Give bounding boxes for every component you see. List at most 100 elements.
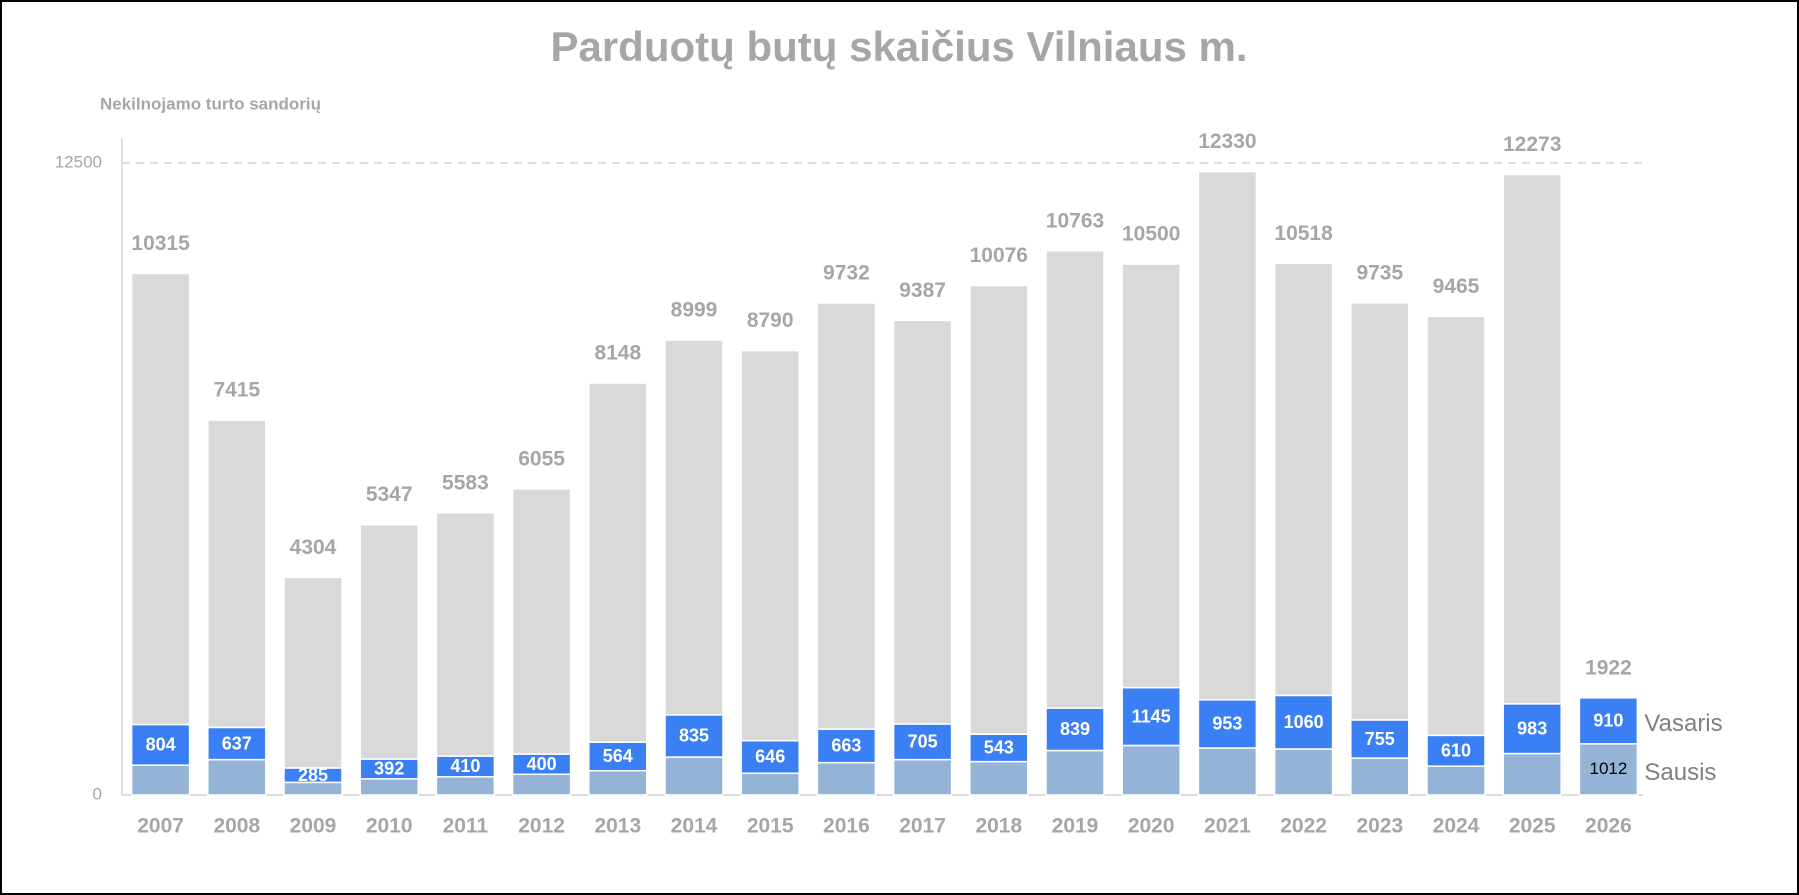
bar-segment <box>283 576 343 769</box>
bar-segment <box>588 382 648 743</box>
x-tick-label: 2016 <box>823 815 870 838</box>
bar-segment <box>1197 170 1258 701</box>
bar-segment <box>207 419 267 729</box>
data-label: 839 <box>1060 719 1090 739</box>
x-tick-label: 2026 <box>1585 815 1632 838</box>
x-tick-label: 2011 <box>443 815 489 838</box>
x-tick-label: 2018 <box>975 815 1022 838</box>
data-label: 285 <box>298 765 328 785</box>
data-label: 804 <box>146 735 176 755</box>
bar-segment <box>969 760 1029 796</box>
y-tick-label: 0 <box>93 784 102 803</box>
total-label: 9465 <box>1433 275 1480 298</box>
data-label: 755 <box>1365 729 1395 749</box>
data-label: 610 <box>1441 741 1471 761</box>
x-tick-label: 2024 <box>1433 815 1480 838</box>
x-tick-label: 2013 <box>594 815 641 838</box>
x-tick-label: 2015 <box>747 815 794 838</box>
data-label: 400 <box>527 754 557 774</box>
data-label: 953 <box>1212 714 1242 734</box>
x-tick-label: 2012 <box>518 815 565 838</box>
bar-segment <box>1121 744 1181 796</box>
bar-segment <box>207 758 267 796</box>
x-tick-label: 2017 <box>899 815 946 838</box>
bar-segment <box>892 723 953 761</box>
x-tick-label: 2019 <box>1052 815 1099 838</box>
bar-segment <box>1045 749 1105 796</box>
total-label: 8999 <box>671 299 718 322</box>
bar-segment <box>1426 315 1486 737</box>
total-label: 12273 <box>1503 133 1561 156</box>
total-label: 10315 <box>131 232 190 255</box>
bar-segment <box>359 778 419 796</box>
legend-label: Vasaris <box>1644 710 1722 737</box>
bar-segment <box>1350 719 1410 759</box>
bar-segment <box>740 349 800 742</box>
bar-segment <box>892 758 953 796</box>
data-label: 663 <box>831 736 861 756</box>
data-label: 392 <box>374 759 404 779</box>
total-label: 5347 <box>366 483 413 506</box>
bar-segment <box>1350 302 1410 721</box>
y-tick-label: 12500 <box>55 152 102 171</box>
x-tick-label: 2025 <box>1509 815 1556 838</box>
bar-segment <box>1121 263 1181 689</box>
x-tick-label: 2020 <box>1128 815 1175 838</box>
bar-segment <box>359 523 419 760</box>
data-label: 1145 <box>1132 706 1171 726</box>
bar-segment <box>130 764 191 796</box>
bar-segment <box>664 339 724 716</box>
x-tick-label: 2022 <box>1280 815 1327 838</box>
bar-segment <box>1502 703 1562 755</box>
bar-segment <box>1273 694 1334 750</box>
total-label: 10763 <box>1046 209 1104 232</box>
bar-segment <box>1426 765 1486 796</box>
x-tick-label: 2014 <box>671 815 718 838</box>
total-label: 8790 <box>747 309 794 332</box>
x-tick-label: 2009 <box>290 815 337 838</box>
bar-segment <box>1197 747 1258 796</box>
data-label: 410 <box>450 756 480 776</box>
legend-label: Sausis <box>1644 759 1716 786</box>
total-label: 7415 <box>213 379 260 402</box>
data-label: 835 <box>679 726 709 746</box>
bar-segment <box>816 302 877 730</box>
total-label: 5583 <box>442 471 489 494</box>
bar-segment <box>1578 743 1639 796</box>
total-label: 1922 <box>1585 656 1632 679</box>
bar-segment <box>1273 748 1334 796</box>
data-label: 543 <box>984 738 1014 758</box>
bar-segment <box>588 769 648 796</box>
total-label: 10076 <box>970 244 1028 267</box>
bar-segment <box>511 488 572 755</box>
bar-segment <box>1273 262 1334 697</box>
bar-segment <box>816 761 877 796</box>
bar-segment <box>435 776 496 796</box>
x-tick-label: 2021 <box>1204 815 1251 838</box>
bar-segment <box>892 319 953 725</box>
total-label: 9387 <box>899 279 946 302</box>
x-tick-label: 2007 <box>137 815 184 838</box>
data-label: 564 <box>603 746 633 766</box>
data-label: 637 <box>222 733 252 753</box>
data-label: 1060 <box>1284 712 1324 732</box>
total-label: 8148 <box>594 342 641 365</box>
bar-segment <box>207 726 267 761</box>
bar-segment <box>1045 707 1105 752</box>
total-label: 10518 <box>1274 222 1333 245</box>
bar-segment <box>511 773 572 796</box>
data-label: 910 <box>1593 711 1623 731</box>
total-label: 12330 <box>1198 130 1256 153</box>
x-tick-label: 2023 <box>1356 815 1403 838</box>
total-label: 9735 <box>1356 261 1403 284</box>
data-label: 646 <box>755 747 785 767</box>
bar-segment <box>1578 697 1639 745</box>
total-label: 4304 <box>290 536 337 559</box>
data-label: 1012 <box>1589 759 1627 778</box>
chart-title: Parduotų butų skaičius Vilniaus m. <box>550 23 1247 70</box>
total-label: 10500 <box>1122 223 1180 246</box>
bar-segment <box>740 772 800 796</box>
bar-segment <box>1045 250 1105 709</box>
bar-segment <box>130 272 191 726</box>
total-label: 9732 <box>823 261 870 284</box>
